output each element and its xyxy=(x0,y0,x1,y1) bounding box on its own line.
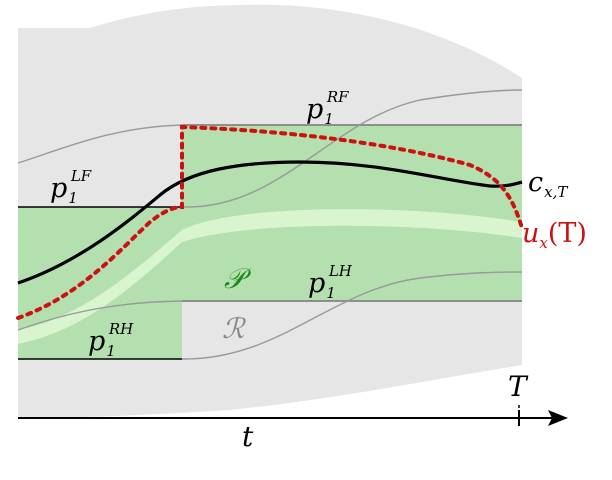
guide-curve-rf xyxy=(181,89,523,208)
label-u: ux(T) xyxy=(522,218,587,252)
label-p-lh: p1LH xyxy=(308,262,353,302)
guide-curve-top xyxy=(17,124,522,164)
label-p-rh: p1RH xyxy=(88,320,134,360)
label-p-rf: p1RF xyxy=(306,88,349,128)
guide-curves xyxy=(17,89,523,360)
axis-arrowhead xyxy=(548,410,568,426)
dotted-curve xyxy=(16,124,524,320)
label-t: t xyxy=(242,420,254,453)
label-R: ℛ xyxy=(222,312,246,345)
trajectory-curve xyxy=(17,160,523,285)
label-p-lf: p1LF xyxy=(50,167,92,207)
guide-curve-rh xyxy=(17,300,522,331)
label-c: cx,T xyxy=(528,167,568,201)
guide-curve-lh xyxy=(181,271,523,360)
light-green-band xyxy=(18,209,522,344)
time-axis xyxy=(18,405,568,426)
label-T: T xyxy=(508,370,529,403)
